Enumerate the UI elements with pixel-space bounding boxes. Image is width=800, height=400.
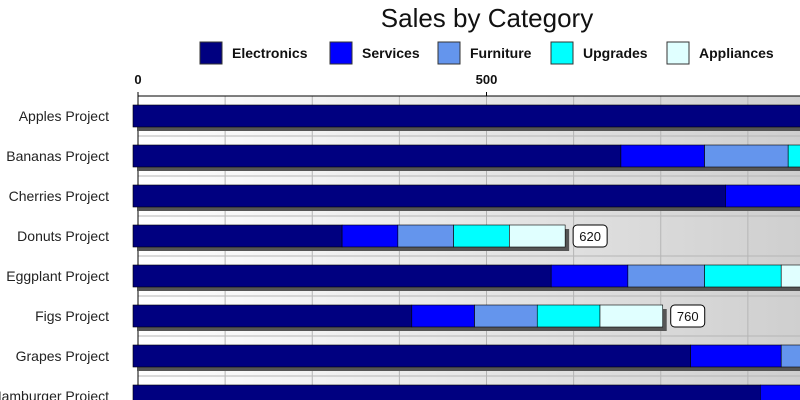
legend-swatch-furniture	[437, 41, 461, 65]
bar-eggplant-project-upgrades	[704, 264, 782, 288]
bar-eggplant-project-appliances	[780, 264, 800, 288]
bar-bananas-project-services	[620, 144, 705, 168]
x-tick-label: 0	[134, 72, 141, 87]
legend-label-furniture: Furniture	[470, 45, 532, 61]
plot-area: 050010001500Apples Project1600Bananas Pr…	[0, 72, 800, 400]
bar-eggplant-project-electronics	[132, 264, 552, 288]
y-category-label: Cherries Project	[9, 188, 109, 204]
legend-swatch-services	[329, 41, 353, 65]
bar-figs-project-appliances	[599, 304, 664, 328]
bar-figs-project-furniture	[474, 304, 538, 328]
legend-label-electronics: Electronics	[232, 45, 308, 61]
bar-bananas-project-upgrades	[787, 144, 800, 168]
bar-cherries-project-electronics	[132, 184, 726, 208]
bar-eggplant-project-furniture	[627, 264, 705, 288]
bar-bananas-project-electronics	[132, 144, 622, 168]
y-category-label: Apples Project	[19, 108, 109, 124]
value-label: 620	[579, 229, 601, 244]
legend-swatch-electronics	[199, 41, 223, 65]
legend-label-upgrades: Upgrades	[583, 45, 648, 61]
bar-donuts-project-electronics	[132, 224, 343, 248]
bar-donuts-project-upgrades	[453, 224, 510, 248]
legend: Electronics Services Furniture Upgrades Appl…	[199, 41, 774, 65]
bar-bananas-project-furniture	[704, 144, 789, 168]
value-label-box	[572, 224, 608, 248]
bar-figs-project-services	[411, 304, 475, 328]
chart-title: Sales by Category	[381, 3, 593, 33]
bar-grapes-project-services	[690, 344, 782, 368]
bar-donuts-project-appliances	[509, 224, 566, 248]
value-label: 760	[677, 309, 699, 324]
y-category-label: Bananas Project	[6, 148, 109, 164]
bar-grapes-project-electronics	[132, 344, 691, 368]
y-category-label: Hamburger Project	[0, 388, 109, 400]
x-tick-label: 500	[476, 72, 498, 87]
y-category-label: Grapes Project	[16, 348, 109, 364]
bar-cherries-project-services	[725, 184, 800, 208]
bar-donuts-project-furniture	[397, 224, 454, 248]
bar-grapes-project-furniture	[780, 344, 800, 368]
legend-swatch-appliances	[666, 41, 690, 65]
bar-figs-project-upgrades	[536, 304, 601, 328]
y-category-label: Donuts Project	[17, 228, 109, 244]
value-label-box	[670, 304, 706, 328]
bar-hamburger-project-services	[759, 384, 800, 400]
y-category-label: Eggplant Project	[6, 268, 109, 284]
legend-label-services: Services	[362, 45, 420, 61]
bar-apples-project-electronics	[132, 104, 800, 128]
legend-swatch-upgrades	[550, 41, 574, 65]
y-category-label: Figs Project	[35, 308, 109, 324]
bar-figs-project-electronics	[132, 304, 413, 328]
bar-donuts-project-services	[341, 224, 399, 248]
bar-hamburger-project-electronics	[132, 384, 761, 400]
bar-eggplant-project-services	[550, 264, 629, 288]
legend-label-appliances: Appliances	[699, 45, 774, 61]
